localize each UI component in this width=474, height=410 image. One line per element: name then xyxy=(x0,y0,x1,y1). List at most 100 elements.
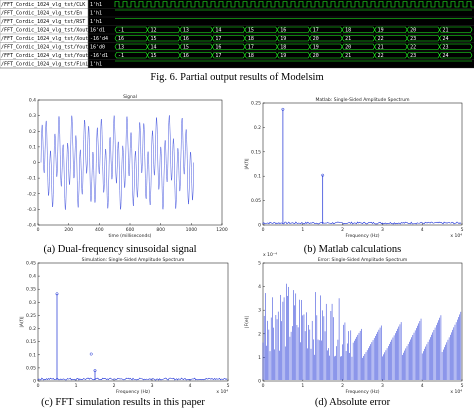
panel-caption: (c) FFT simulation results in this paper xyxy=(41,397,205,408)
x-tick-label: 1 xyxy=(301,383,304,389)
bus-value: 22 xyxy=(378,53,384,59)
bus-value: 24 xyxy=(443,53,449,59)
signal-name: /FFT_Cordic_1024_vlg_tst/Yout_i xyxy=(1,53,94,59)
y-tick-label: 3 xyxy=(258,308,261,314)
signal-value: -16'd4 xyxy=(90,36,108,42)
y-tick-label: 0 xyxy=(258,379,261,385)
y-tick-label: 0.3 xyxy=(29,300,36,306)
y-tick-label: 0.15 xyxy=(251,149,261,155)
panel-caption: (b) Matlab calculations xyxy=(304,244,401,255)
signal-value: 1'h1 xyxy=(90,62,102,68)
x-tick-label: 0 xyxy=(262,383,265,389)
bus-value: 19 xyxy=(313,45,319,51)
panel-title: Error: Single-Sided Amplitude Spectrum xyxy=(318,257,408,263)
bus-value: 19 xyxy=(280,53,286,59)
bus-value: 12 xyxy=(150,28,156,34)
y-tick-label: 0 xyxy=(33,160,36,166)
panel-caption: (a) Dual-frequency sinusoidal signal xyxy=(43,244,196,255)
x-tick-label: 5 xyxy=(461,227,464,233)
y-tick-label: 0.1 xyxy=(29,144,36,150)
y-tick-label: 0.25 xyxy=(26,313,36,319)
x-tick-label: 200 xyxy=(64,227,73,233)
panel-title: Simulation: Single-Sided Amplitude Spect… xyxy=(82,257,185,263)
bus-value: 15 xyxy=(150,36,156,42)
x-tick-label: 3 xyxy=(381,383,384,389)
bus-value: 22 xyxy=(378,36,384,42)
x-tick-label: 0 xyxy=(262,227,265,233)
bus-segment xyxy=(439,35,473,42)
bus-value: 19 xyxy=(378,28,384,34)
x-tick-label: 1000 xyxy=(186,227,198,233)
bus-value: 16 xyxy=(215,45,221,51)
y-tick-label: 0.2 xyxy=(29,326,36,332)
peak-marker xyxy=(321,173,325,177)
peak-marker xyxy=(55,292,59,296)
x-tick-label: 1 xyxy=(75,383,78,389)
peak-marker xyxy=(281,107,285,111)
bus-value: 16 xyxy=(183,53,189,59)
bus-value: 13 xyxy=(183,28,189,34)
y-tick-label: -0.1 xyxy=(27,176,36,182)
bus-value: 18 xyxy=(345,28,351,34)
bus-segment xyxy=(439,52,473,59)
y-tick-label: 5 xyxy=(258,261,261,267)
bus-value: 13 xyxy=(118,45,124,51)
x-tick-label: 3 xyxy=(381,227,384,233)
signal-value: 16'd0 xyxy=(90,45,105,51)
bus-value: 18 xyxy=(280,45,286,51)
y-tick-label: 2 xyxy=(258,331,261,337)
plot-area xyxy=(37,262,229,382)
bus-value: 21 xyxy=(345,53,351,59)
y-tick-label: 0.15 xyxy=(26,339,36,345)
y-tick-label: 0.4 xyxy=(29,98,36,104)
clock-wave xyxy=(114,1,474,8)
y-tick-label: 0.2 xyxy=(254,125,261,131)
x-tick-label: 2 xyxy=(341,383,344,389)
bus-value: 16 xyxy=(118,36,124,42)
signal-name: /FFT_Cordic_1024_vlg_tst/RST xyxy=(1,19,85,25)
bus-value: 18 xyxy=(248,36,254,42)
peak-marker xyxy=(93,369,97,373)
x-tick-label: 4 xyxy=(421,227,424,233)
signal-value: 1'h1 xyxy=(90,19,102,25)
x-tick-label: 3 xyxy=(151,383,154,389)
bus-value: 24 xyxy=(443,36,449,42)
y-tick-label: -0.4 xyxy=(27,223,36,229)
y-tick-label: 0.1 xyxy=(29,352,36,358)
y-tick-label: 0 xyxy=(258,223,261,229)
x-axis-label: Frequency (Hz) xyxy=(346,233,380,239)
bus-value: 22 xyxy=(410,45,416,51)
x-axis-label: Frequency (Hz) xyxy=(116,389,150,395)
x-exponent: x 10⁴ xyxy=(450,233,462,239)
y-axis-label: |A(f)| xyxy=(19,316,25,327)
x-tick-label: 800 xyxy=(156,227,165,233)
signal-value: -16'd1 xyxy=(90,53,108,59)
bus-value: 23 xyxy=(443,45,449,51)
bus-value: 16 xyxy=(280,28,286,34)
bus-value: 15 xyxy=(150,53,156,59)
bus-value: 23 xyxy=(410,53,416,59)
bus-segment xyxy=(439,43,473,50)
y-tick-label: 1 xyxy=(258,355,261,361)
bus-value: 17 xyxy=(248,45,254,51)
figure-caption: Fig. 6. Partial output results of Models… xyxy=(150,72,323,83)
plot-area xyxy=(262,102,463,226)
y-tick-label: 0.25 xyxy=(251,101,261,107)
spectrum-floor xyxy=(37,377,228,381)
x-tick-label: 1 xyxy=(301,227,304,233)
bus-value: 21 xyxy=(345,36,351,42)
x-exponent: x 10⁴ xyxy=(450,389,462,395)
signal-name: /FFT_Cordic_1024_vlg_tst/En xyxy=(1,11,82,17)
x-axis-label: Frequency (Hz) xyxy=(346,389,380,395)
x-exponent: x 10⁴ xyxy=(216,389,228,395)
x-tick-label: 4 xyxy=(189,383,192,389)
x-tick-label: 0 xyxy=(37,227,40,233)
bus-segment xyxy=(439,26,473,33)
bus-value: 21 xyxy=(443,28,449,34)
x-axis-label: time (milliseconds) xyxy=(109,233,152,239)
bus-value: 14 xyxy=(150,45,156,51)
y-tick-label: 0.05 xyxy=(26,365,36,371)
y-tick-label: -0.2 xyxy=(27,191,36,197)
y-tick-label: 0.05 xyxy=(251,198,261,204)
